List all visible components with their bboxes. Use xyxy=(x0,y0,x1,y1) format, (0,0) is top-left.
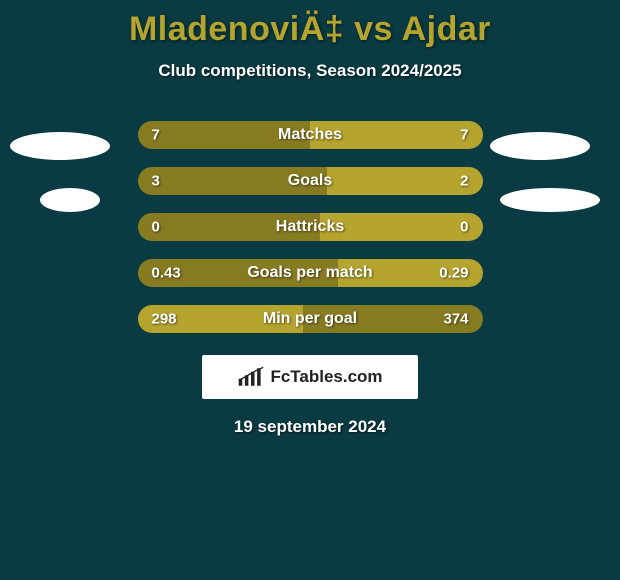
stat-bar: 0.43 Goals per match 0.29 xyxy=(138,259,483,287)
decoration-ellipse xyxy=(500,188,600,212)
stat-value-left: 0.43 xyxy=(152,265,181,282)
stat-label: Min per goal xyxy=(263,310,357,328)
stat-value-left: 298 xyxy=(152,311,177,328)
stat-value-right: 0.29 xyxy=(439,265,468,282)
barchart-icon xyxy=(237,365,265,389)
page-title: MladenoviÄ‡ vs Ajdar xyxy=(0,10,620,49)
subtitle: Club competitions, Season 2024/2025 xyxy=(0,61,620,81)
stat-value-right: 374 xyxy=(443,311,468,328)
stat-value-right: 2 xyxy=(460,173,468,190)
stat-value-left: 7 xyxy=(152,127,160,144)
comparison-card: MladenoviÄ‡ vs Ajdar Club competitions, … xyxy=(0,10,620,580)
decoration-ellipse xyxy=(490,132,590,160)
stat-value-left: 0 xyxy=(152,219,160,236)
date-line: 19 september 2024 xyxy=(0,417,620,437)
stat-bar: 7 Matches 7 xyxy=(138,121,483,149)
stat-value-right: 0 xyxy=(460,219,468,236)
stat-label: Matches xyxy=(278,126,342,144)
stat-value-right: 7 xyxy=(460,127,468,144)
decoration-ellipse xyxy=(40,188,100,212)
stat-bar: 0 Hattricks 0 xyxy=(138,213,483,241)
stat-label: Goals xyxy=(288,172,332,190)
stat-value-left: 3 xyxy=(152,173,160,190)
decoration-ellipse xyxy=(10,132,110,160)
stat-label: Goals per match xyxy=(247,264,372,282)
stat-label: Hattricks xyxy=(276,218,344,236)
stat-bar: 3 Goals 2 xyxy=(138,167,483,195)
logo-box[interactable]: FcTables.com xyxy=(202,355,418,399)
logo-text: FcTables.com xyxy=(270,367,382,387)
stat-bar: 298 Min per goal 374 xyxy=(138,305,483,333)
